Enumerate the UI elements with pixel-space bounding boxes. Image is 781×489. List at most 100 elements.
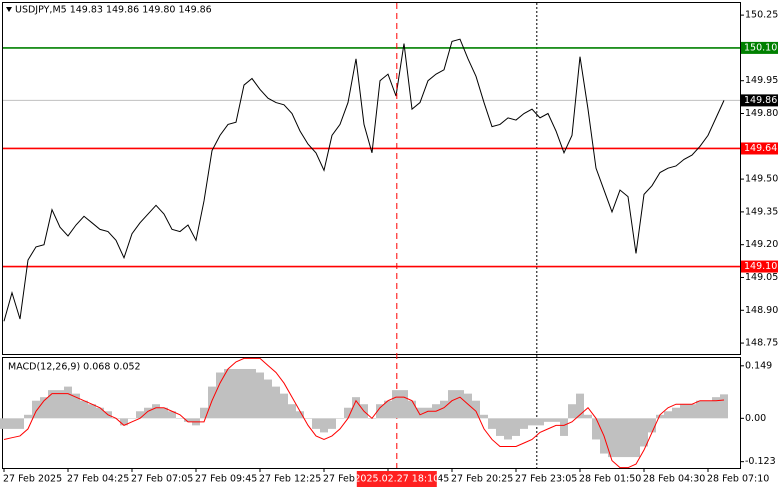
level-label-box — [741, 142, 778, 155]
level-label: 149.64 — [744, 143, 777, 154]
y-tick-label: 148.90 — [745, 305, 778, 316]
x-tick-label: 28 Feb 04:30 — [643, 474, 705, 485]
macd-bar — [336, 418, 344, 419]
macd-bar — [8, 418, 16, 429]
macd-bar — [240, 368, 248, 419]
macd-bar — [488, 418, 496, 429]
macd-bar — [392, 390, 400, 419]
price-line — [3, 38, 725, 322]
macd-bar — [536, 418, 544, 426]
macd-bar — [576, 393, 584, 419]
x-tick-label: 28 Feb 07:10 — [707, 474, 769, 485]
macd-bar — [208, 386, 216, 419]
macd-bar — [448, 390, 456, 419]
macd-bar — [184, 418, 192, 422]
symbol-menu-arrow — [6, 7, 12, 12]
macd-bar — [160, 407, 168, 419]
x-tick-label: 28 Feb 01:50 — [579, 474, 641, 485]
macd-bar — [616, 418, 624, 458]
macd-bar — [200, 407, 208, 419]
macd-bar — [248, 368, 256, 419]
macd-bar — [144, 407, 152, 419]
macd-bar — [664, 411, 672, 419]
x-tick-label: 27 Feb 12:25 — [259, 474, 321, 485]
macd-bar — [400, 390, 408, 419]
macd-bar — [672, 407, 680, 419]
y-tick-label: 149.20 — [745, 239, 778, 250]
crosshair-label: 2025.02.27 18:10 — [354, 474, 439, 485]
current-price-box — [741, 94, 778, 107]
macd-bar — [384, 400, 392, 419]
macd-bar — [464, 393, 472, 419]
macd-bar — [136, 411, 144, 419]
macd-bar — [656, 414, 664, 419]
macd-bar — [648, 418, 656, 433]
x-tick-label: 27 Feb 23:05 — [515, 474, 577, 485]
macd-bar — [320, 418, 328, 433]
macd-bar — [264, 379, 272, 419]
current-price-label: 149.86 — [744, 95, 777, 106]
y-tick-label: 149.50 — [745, 174, 778, 185]
y-tick-label: 149.80 — [745, 108, 778, 119]
macd-bar — [584, 414, 592, 419]
macd-bar — [40, 397, 48, 419]
macd-bar — [256, 372, 264, 419]
macd-bar — [56, 390, 64, 419]
macd-bar — [544, 418, 552, 422]
macd-bar — [64, 386, 72, 419]
macd-bar — [424, 407, 432, 419]
macd-bar — [32, 400, 40, 419]
macd-bar — [512, 418, 520, 436]
y-tick-label: 0.00 — [745, 413, 766, 424]
macd-bar — [128, 418, 136, 419]
macd-bar — [304, 418, 312, 419]
macd-bar — [416, 407, 424, 419]
macd-bar — [520, 418, 528, 429]
level-label: 150.10 — [744, 42, 777, 53]
crosshair-label-box — [356, 471, 437, 487]
macd-bar — [376, 404, 384, 419]
macd-bar — [440, 400, 448, 419]
macd-pane-frame — [2, 357, 741, 469]
macd-title: MACD(12,26,9) 0.068 0.052 — [8, 362, 141, 373]
macd-bar — [504, 418, 512, 440]
macd-bar — [632, 418, 640, 458]
macd-bar — [272, 386, 280, 419]
macd-bar — [408, 400, 416, 419]
macd-bar — [296, 411, 304, 419]
macd-bar — [48, 390, 56, 419]
macd-bar — [712, 397, 720, 419]
x-tick-label: 27 Feb 04:25 — [67, 474, 129, 485]
macd-bar — [328, 418, 336, 429]
macd-bar — [640, 418, 648, 447]
x-tick-label: 27 Feb 20:25 — [451, 474, 513, 485]
macd-bar — [280, 393, 288, 419]
macd-bar — [120, 418, 128, 426]
macd-bar — [216, 372, 224, 419]
macd-bar — [344, 407, 352, 419]
macd-bar — [688, 404, 696, 419]
signal-line — [3, 357, 725, 469]
macd-bar — [24, 414, 32, 419]
macd-bar — [560, 418, 568, 436]
macd-bar — [312, 418, 320, 429]
macd-bar — [96, 407, 104, 419]
y-tick-label: 149.05 — [745, 272, 778, 283]
macd-bar — [16, 418, 24, 429]
macd-bar — [456, 390, 464, 419]
level-label-box — [741, 260, 778, 273]
macd-bar — [352, 397, 360, 419]
macd-bar — [720, 394, 728, 419]
y-tick-label: 149.35 — [745, 206, 778, 217]
macd-bar — [168, 411, 176, 419]
macd-bar — [528, 418, 536, 426]
macd-bar — [224, 368, 232, 419]
macd-bar — [496, 418, 504, 436]
chart-title: USDJPY,M5 149.83 149.86 149.80 149.86 — [15, 5, 212, 16]
macd-bar — [176, 418, 184, 419]
macd-bar — [0, 418, 8, 429]
macd-bar — [472, 400, 480, 419]
macd-bar — [592, 418, 600, 440]
y-tick-label: 149.95 — [745, 75, 778, 86]
